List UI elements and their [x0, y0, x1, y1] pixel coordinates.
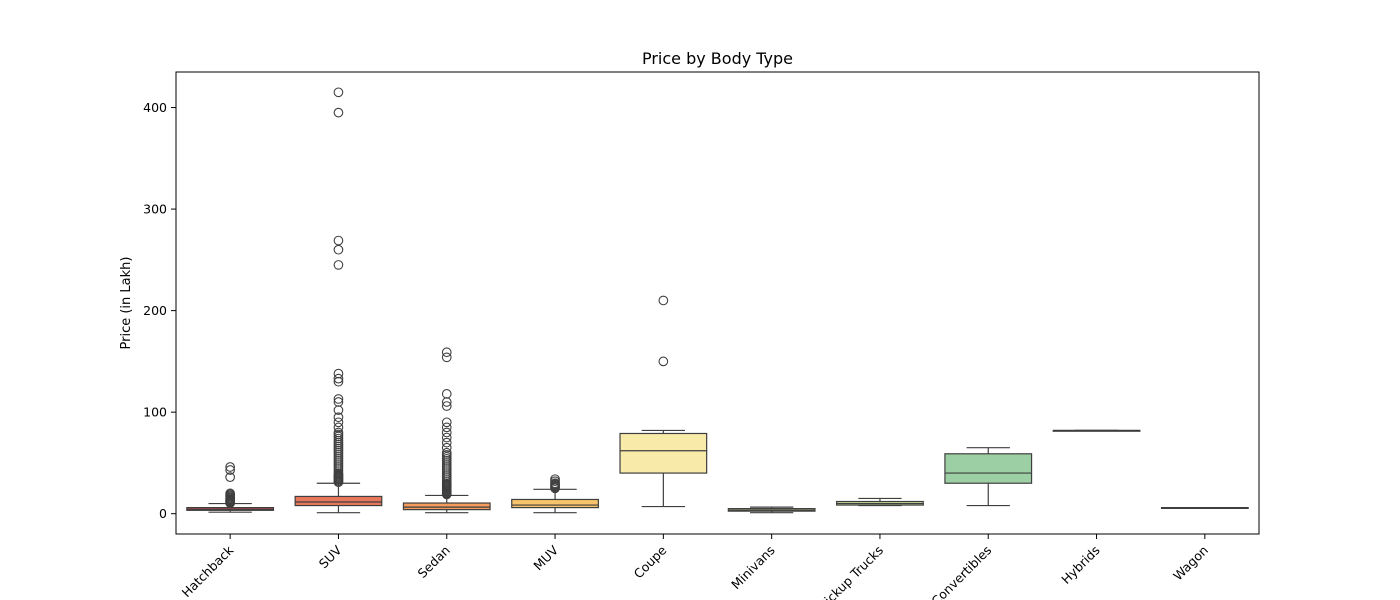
x-tick-label: SUV [316, 542, 345, 571]
box-body [294, 495, 383, 507]
outlier-point [550, 474, 560, 485]
outlier-point [225, 472, 235, 482]
outlier-point [333, 107, 344, 118]
y-tick-label: 300 [143, 202, 167, 217]
outlier-point [441, 432, 452, 443]
outlier-point [333, 87, 344, 98]
outlier-point [441, 447, 452, 458]
x-tick-label: Hatchback [179, 542, 237, 600]
y-tick-label: 400 [143, 100, 167, 115]
box-body [402, 502, 491, 511]
box-wagon [1160, 507, 1249, 510]
chart-title: Price by Body Type [642, 49, 793, 68]
x-tick-label: Convertibles [928, 543, 994, 600]
x-tick-label: Hybrids [1058, 543, 1102, 587]
box-hatchback [186, 462, 275, 513]
x-tick-label: Sedan [415, 543, 453, 581]
outlier-point [333, 417, 344, 428]
outlier-point [441, 417, 452, 428]
x-tick-label: MUV [530, 542, 561, 573]
x-tick-label: Coupe [631, 542, 670, 581]
outlier-point [333, 427, 344, 438]
box-sedan [402, 347, 491, 514]
outlier-point [333, 397, 344, 407]
box-body [619, 432, 708, 474]
outlier-point [333, 235, 344, 246]
box-muv [511, 474, 599, 514]
outlier-point [441, 401, 452, 411]
outlier-point [441, 427, 452, 438]
outlier-point [441, 442, 452, 453]
y-tick-label: 200 [143, 303, 167, 318]
plot-frame [175, 71, 1260, 535]
outlier-point [441, 422, 452, 433]
y-tick-label: 100 [143, 405, 167, 420]
outlier-point [658, 295, 669, 306]
x-tick-label: Minivans [728, 543, 778, 593]
x-tick-label: Wagon [1170, 543, 1211, 584]
y-axis-label: Price (in Lakh) [119, 257, 134, 350]
outlier-point [225, 488, 235, 499]
outlier-point [441, 437, 452, 448]
outlier-point [333, 260, 344, 270]
y-tick-label: 0 [159, 506, 167, 521]
box-body [944, 453, 1033, 484]
box-hybrids [1052, 429, 1141, 432]
outlier-point [333, 368, 344, 379]
box-pickup-trucks [836, 497, 924, 507]
x-tick-label: Pickup Trucks [816, 543, 886, 600]
outlier-point [225, 462, 235, 472]
outlier-point [333, 422, 344, 433]
box-convertibles [944, 447, 1033, 507]
box-body [511, 498, 599, 509]
box-coupe [619, 295, 708, 508]
outlier-point [333, 412, 344, 423]
outlier-point [225, 465, 235, 475]
outlier-point [333, 373, 344, 384]
outlier-point [333, 394, 344, 404]
outlier-point [333, 244, 344, 255]
outlier-point [441, 352, 452, 363]
outlier-point [658, 356, 669, 367]
outlier-point [441, 347, 452, 358]
box-minivans [727, 506, 816, 514]
box-suv [294, 87, 383, 514]
plot-area [186, 87, 1249, 514]
outlier-point [441, 389, 452, 399]
